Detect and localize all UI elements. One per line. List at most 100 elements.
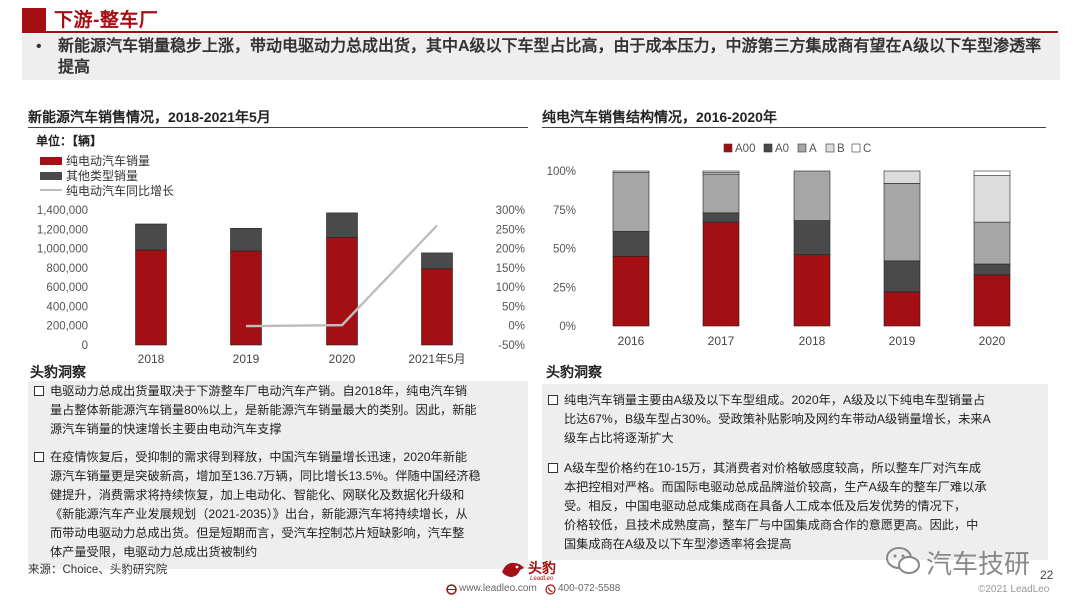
insight-line: 体产量受限，电驱动力总成出货被制约 xyxy=(50,545,258,559)
bar-segment xyxy=(793,170,831,221)
right-chart-divider xyxy=(542,127,1046,128)
legend-swatch xyxy=(797,143,807,153)
insight-paragraph: 在疫情恢复后，受抑制的需求得到释放，中国汽车销量增长迅速，2020年新能 源汽车销… xyxy=(34,448,530,562)
legend-label-growth: 纯电动汽车同比增长 xyxy=(66,184,175,198)
legend-swatch-bev xyxy=(40,157,62,165)
insight-line: A级车型价格约在10-15万，其消费者对价格敏感度较高，所以整车厂对汽车成 xyxy=(564,461,982,475)
bar-segment xyxy=(973,274,1011,327)
x-category-label: 2019 xyxy=(889,334,916,348)
insight-line: 电驱动力总成出货量取决于下游整车厂电动汽车产销。自2018年，纯电汽车销 xyxy=(50,384,468,398)
legend-swatch-growth xyxy=(40,189,62,191)
bar-segment xyxy=(135,223,167,251)
insight-line: 级车占比将逐渐扩大 xyxy=(564,431,674,445)
x-category-label: 2019 xyxy=(233,352,260,366)
x-category-label: 2018 xyxy=(799,334,826,348)
x-category-label: 2020 xyxy=(329,352,356,366)
right-chart-title: 纯电汽车销售结构情况，2016-2020年 xyxy=(542,109,777,125)
insight-line: 本把控相对严格。而国际电驱动总成品牌溢价较高，生产A级车的整车厂难以承 xyxy=(564,480,987,494)
logo-text-cn: 头豹 xyxy=(528,560,556,576)
legend-label: A xyxy=(809,143,817,155)
bar-segment xyxy=(793,220,831,255)
bar-segment xyxy=(973,221,1011,265)
y2-tick-label: -50% xyxy=(498,340,525,352)
insight-line: 《新能源汽车产业发展规划（2021-2035）》出台，新能源汽车将持续增长，从 xyxy=(50,507,468,521)
header-divider xyxy=(22,31,1058,33)
legend-swatch-other xyxy=(40,172,62,180)
page-title: 下游-整车厂 xyxy=(54,10,159,31)
right-insight-box xyxy=(542,384,1048,560)
leopard-logo-icon xyxy=(502,562,524,577)
bar-segment xyxy=(973,170,1011,176)
insight-line: 在疫情恢复后，受抑制的需求得到释放，中国汽车销量增长迅速，2020年新能 xyxy=(50,450,468,464)
legend-swatch xyxy=(825,143,835,153)
bar-segment xyxy=(702,170,740,173)
growth-line xyxy=(245,224,438,328)
left-chart: 1,400,000 1,200,000 1,000,000 800,000 600,00… xyxy=(37,205,525,366)
y-tick-label: 25% xyxy=(553,282,576,294)
y2-tick-label: 250% xyxy=(496,224,525,236)
checkbox-bullet-icon xyxy=(34,386,44,396)
page-number: 22 xyxy=(1040,568,1054,582)
bar-segment xyxy=(702,173,740,214)
summary-bullet-icon: • xyxy=(36,38,42,55)
phone-number: 400-072-5588 xyxy=(558,583,621,594)
left-chart-title: 新能源汽车销售情况，2018-2021年5月 xyxy=(28,109,271,125)
insight-line: 纯电汽车销量主要由A级及以下车型组成。2020年，A级及以下纯电车型销量占 xyxy=(564,393,986,407)
legend-swatch xyxy=(851,143,861,153)
copyright: ©2021 LeadLeo xyxy=(978,584,1050,595)
wechat-icon xyxy=(886,547,920,574)
left-chart-divider xyxy=(28,127,528,128)
insight-line: 价格较低，且技术成熟度高，整车厂与中国集成商合作的意愿更高。因此，中 xyxy=(564,518,979,532)
bar-segment xyxy=(612,231,650,257)
summary-text: 新能源汽车销量稳步上涨，带动电驱动力总成出货，其中A级以下车型占比高，由于成本压… xyxy=(58,38,1042,76)
insight-line: 比达67%，B级车型占30%。受政策补贴影响及网约车带动A级销量增长，未来A xyxy=(564,412,991,426)
y2-tick-label: 0% xyxy=(508,321,525,333)
header-square-icon xyxy=(22,8,46,32)
right-chart-legend: A00 A0 A B C xyxy=(723,143,871,155)
y-tick-label: 75% xyxy=(553,205,576,217)
bar-segment xyxy=(793,254,831,327)
x-category-label: 2020 xyxy=(979,334,1006,348)
bar-segment xyxy=(612,172,650,232)
legend-label-bev: 纯电动汽车销量 xyxy=(66,154,151,168)
x-category-label: 2021年5月 xyxy=(408,352,465,366)
right-chart: 100% 75% 50% 25% 0% 2016 2017 2018 2019 2020 xyxy=(547,166,1011,348)
bar-segment xyxy=(883,170,921,184)
logo-text-en: LeadLeo xyxy=(530,576,554,582)
right-insight-content: 纯电汽车销量主要由A级及以下车型组成。2020年，A级及以下纯电车型销量占 比达6… xyxy=(548,391,1048,554)
bar-segment xyxy=(230,228,262,252)
website-link[interactable]: www.leadleo.com xyxy=(459,583,537,594)
legend-label: A00 xyxy=(735,143,755,155)
bar-segment xyxy=(973,263,1011,276)
bar-segment xyxy=(230,250,262,346)
y-tick-label: 1,000,000 xyxy=(37,244,88,256)
x-category-label: 2016 xyxy=(618,334,645,348)
insight-line: 国集成商在A级及以下车型渗透率将会提高 xyxy=(564,537,792,551)
y-tick-label: 800,000 xyxy=(46,263,88,275)
unit-label: 单位：【辆】 xyxy=(36,134,103,148)
bar-segment xyxy=(883,291,921,327)
right-insight-title: 头豹洞察 xyxy=(546,364,602,380)
insight-line: 而带动电驱动力总成出货。但是短期而言，受汽车控制芯片短缺影响，汽车整 xyxy=(50,526,465,540)
bar-segment xyxy=(421,268,453,346)
bar-segment xyxy=(702,221,740,327)
y-tick-label: 1,400,000 xyxy=(37,205,88,217)
legend-label-other: 其他类型销量 xyxy=(66,169,139,183)
y2-tick-label: 50% xyxy=(502,301,525,313)
insight-line: 源汽车销量更是突破新高，增加至136.7万辆，同比增长13.5%。伴随中国经济稳 xyxy=(50,469,481,483)
y-tick-label: 200,000 xyxy=(46,321,88,333)
checkbox-bullet-icon xyxy=(548,463,558,473)
y-tick-label: 0 xyxy=(82,340,88,352)
summary-box xyxy=(22,34,1060,80)
insight-paragraph: A级车型价格约在10-15万，其消费者对价格敏感度较高，所以整车厂对汽车成 本把控… xyxy=(548,459,1048,554)
insight-line: 健提升，消费需求将持续恢复，加上电动化、智能化、网联化及数据化升级和 xyxy=(50,488,465,502)
bar-segment xyxy=(612,255,650,327)
insight-line: 受。相反，中国电驱动总成集成商在具备人工成本低及后发优势的情况下， xyxy=(564,499,967,513)
legend-label: C xyxy=(863,143,871,155)
y2-tick-label: 300% xyxy=(496,205,525,217)
y-tick-label: 1,200,000 xyxy=(37,224,88,236)
left-insight-box xyxy=(28,381,528,569)
globe-icon xyxy=(446,584,457,595)
left-insight-title: 头豹洞察 xyxy=(30,364,86,380)
y-tick-label: 400,000 xyxy=(46,301,88,313)
